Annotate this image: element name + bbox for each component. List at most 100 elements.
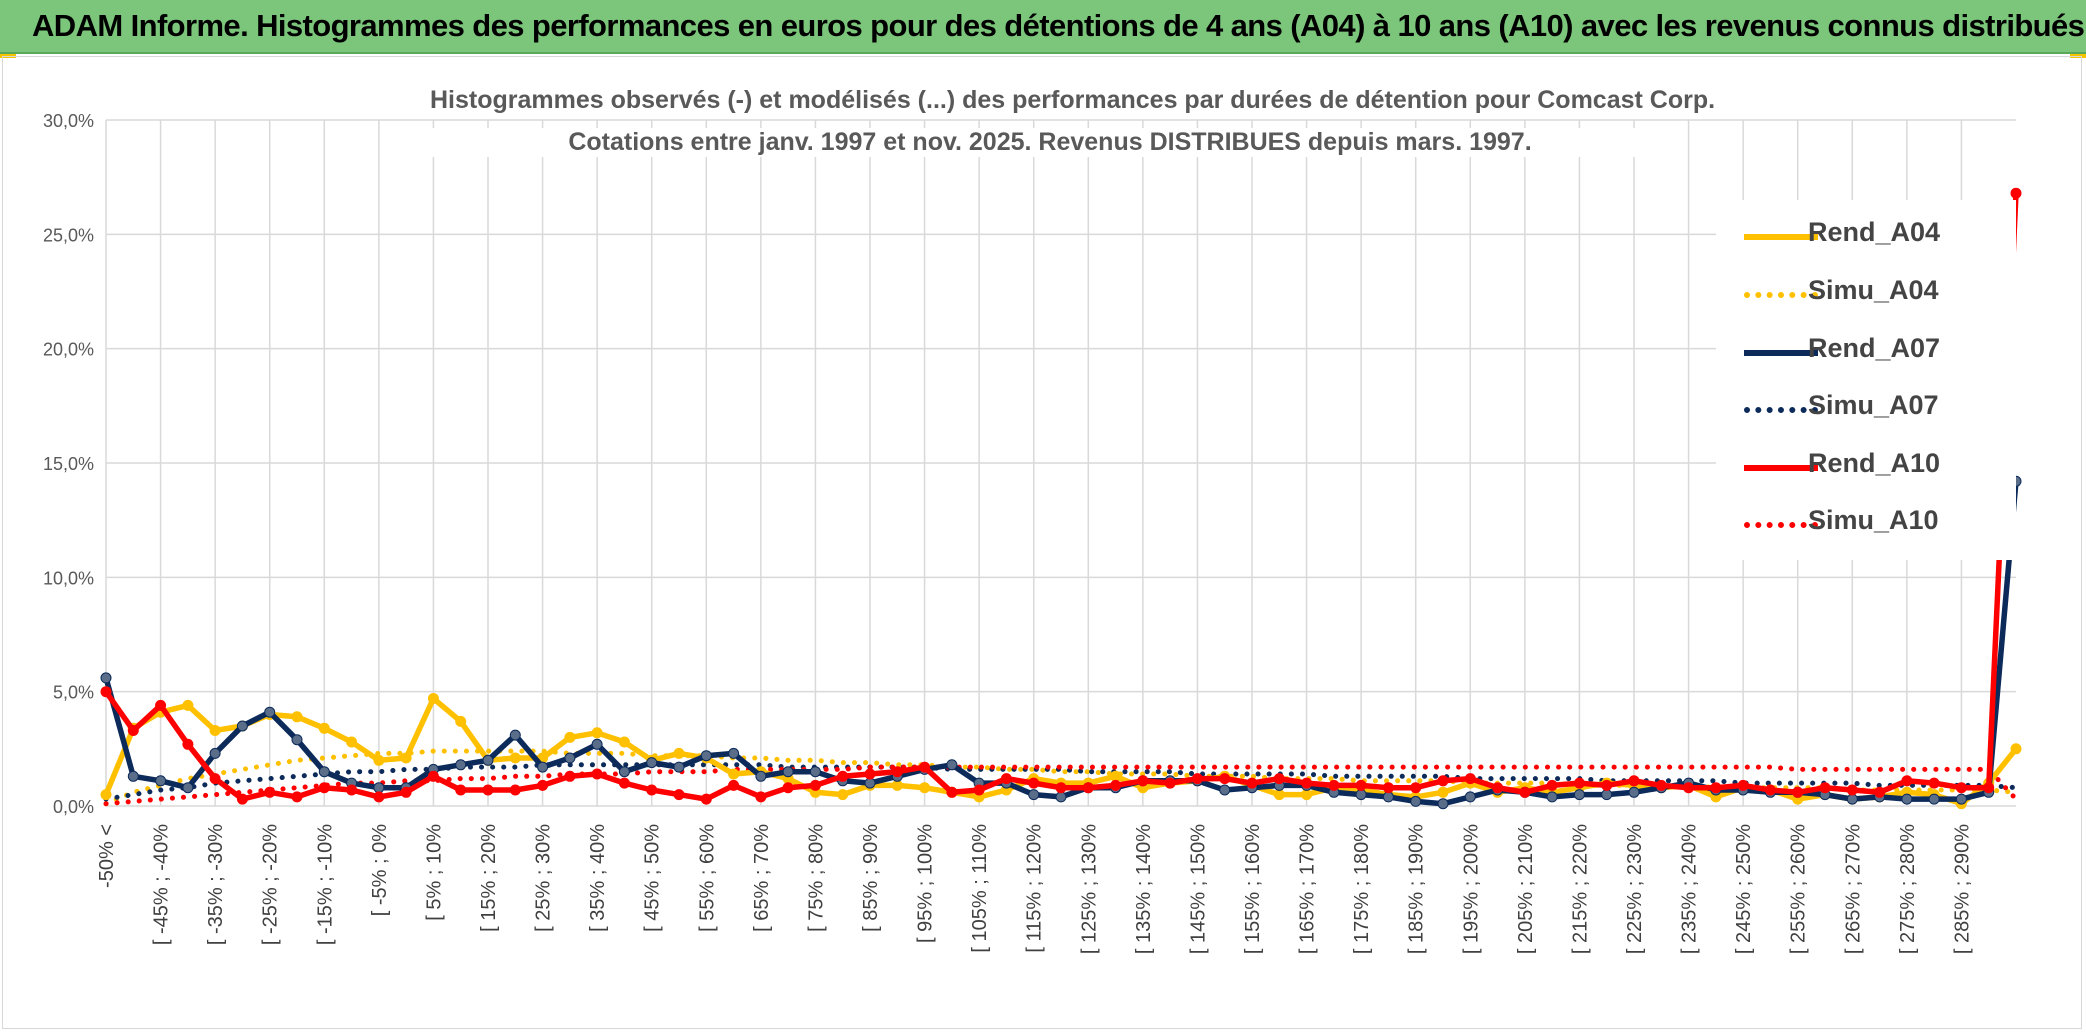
data-point-rend-a10 (1683, 782, 1695, 794)
data-point-rend-a10 (1028, 777, 1040, 789)
data-point-rend-a04 (1110, 770, 1122, 782)
data-point-rend-a07 (236, 720, 248, 732)
data-point-rend-a10 (1519, 786, 1531, 798)
data-point-rend-a04 (209, 725, 221, 736)
y-tick-label: 20,0% (43, 340, 94, 360)
chart-title-line1: Histogrammes observés (-) et modélisés (… (430, 86, 1716, 115)
data-point-rend-a10 (891, 766, 903, 778)
data-point-rend-a04 (1437, 786, 1449, 798)
x-tick-label: [ 145% ; 150% (1187, 824, 1209, 954)
legend-swatch-simu-a07 (1744, 407, 1818, 413)
data-point-rend-a10 (728, 779, 740, 791)
x-tick-label: [ 135% ; 140% (1133, 824, 1155, 954)
data-point-rend-a10 (1137, 775, 1149, 787)
data-point-rend-a04 (1273, 789, 1285, 801)
data-point-rend-a07 (946, 759, 958, 771)
legend-item-simu-a07: Simu_A07 (1716, 387, 2016, 427)
data-point-rend-a10 (1655, 779, 1667, 791)
data-point-rend-a04 (318, 722, 330, 734)
data-point-rend-a10 (537, 779, 549, 791)
y-tick-label: 25,0% (43, 225, 94, 245)
y-tick-label: 0,0% (53, 797, 94, 817)
legend-swatch-rend-a04 (1744, 234, 1818, 240)
data-point-rend-a10 (1928, 777, 1940, 789)
data-point-rend-a04 (2010, 743, 2022, 755)
x-tick-label: [ 65% ; 70% (751, 824, 773, 932)
data-point-rend-a07 (1955, 793, 1967, 805)
x-tick-label: [ 95% ; 100% (915, 824, 937, 943)
data-point-rend-a10 (1464, 773, 1476, 785)
data-point-rend-a10 (919, 761, 931, 773)
x-tick-label: [ -35% ; -30% (205, 824, 227, 945)
data-point-rend-a10 (1874, 786, 1886, 798)
x-tick-label: [ 205% ; 210% (1515, 824, 1537, 954)
data-point-rend-a07 (373, 782, 385, 794)
x-tick-label: [ 125% ; 130% (1078, 824, 1100, 954)
data-point-rend-a10 (700, 793, 712, 805)
data-point-rend-a10 (837, 770, 849, 782)
legend-label-simu-a10: Simu_A10 (1808, 505, 1939, 535)
data-point-rend-a10 (1328, 779, 1340, 791)
data-point-rend-a10 (1573, 777, 1585, 789)
data-point-rend-a07 (755, 770, 767, 782)
data-point-rend-a07 (1464, 791, 1476, 803)
legend-label-simu-a07: Simu_A07 (1808, 390, 1939, 420)
data-point-rend-a07 (264, 706, 276, 718)
data-point-rend-a10 (1355, 779, 1367, 791)
data-point-rend-a10 (400, 786, 412, 798)
legend-item-simu-a04: Simu_A04 (1716, 272, 2016, 312)
data-point-rend-a10 (509, 784, 521, 796)
data-point-rend-a10 (1410, 782, 1422, 794)
data-point-rend-a10 (209, 773, 221, 785)
data-point-rend-a07 (318, 766, 330, 778)
x-tick-label: [ 175% ; 180% (1351, 824, 1373, 954)
data-point-rend-a10 (1846, 784, 1858, 796)
x-tick-label: [ 265% ; 270% (1842, 824, 1864, 954)
data-point-rend-a10 (1819, 782, 1831, 794)
data-point-rend-a07 (509, 729, 521, 741)
legend-swatch-rend-a07 (1744, 350, 1818, 356)
x-tick-label: [ 225% ; 230% (1624, 824, 1646, 954)
legend-label-rend-a10: Rend_A10 (1808, 448, 1941, 478)
data-point-rend-a07 (482, 754, 494, 766)
data-point-rend-a10 (318, 782, 330, 794)
data-point-rend-a10 (155, 699, 167, 711)
legend-item-simu-a10: Simu_A10 (1716, 502, 2016, 542)
data-point-rend-a07 (291, 734, 303, 746)
data-point-rend-a10 (373, 791, 385, 803)
x-tick-label: [ 5% ; 10% (423, 824, 445, 921)
data-point-rend-a10 (1628, 775, 1640, 787)
data-point-rend-a07 (1382, 791, 1394, 803)
y-tick-label: 10,0% (43, 568, 94, 588)
data-point-rend-a10 (1437, 775, 1449, 787)
data-point-rend-a10 (1901, 775, 1913, 787)
chart-legend: Rend_A04 Simu_A04 Rend_A07 Simu_A07 Rend… (1716, 200, 2016, 560)
data-point-rend-a10 (864, 768, 876, 780)
data-point-rend-a04 (346, 736, 358, 748)
data-point-rend-a07 (728, 747, 740, 759)
legend-label-simu-a04: Simu_A04 (1808, 275, 1939, 305)
page-title: ADAM Informe. Histogrammes des performan… (32, 8, 2085, 43)
data-point-rend-a10 (2010, 187, 2022, 199)
data-point-rend-a07 (782, 766, 794, 778)
data-point-rend-a07 (1601, 789, 1613, 801)
data-point-rend-a04 (509, 752, 521, 764)
data-point-rend-a10 (1792, 786, 1804, 798)
data-point-rend-a07 (646, 757, 658, 769)
legend-label-rend-a04: Rend_A04 (1808, 217, 1941, 247)
data-point-rend-a07 (673, 761, 685, 773)
data-point-rend-a07 (591, 738, 603, 750)
x-tick-label: [ 165% ; 170% (1297, 824, 1319, 954)
data-point-rend-a07 (1901, 793, 1913, 805)
data-point-rend-a10 (455, 784, 467, 796)
data-point-rend-a04 (673, 747, 685, 759)
data-point-rend-a10 (782, 782, 794, 794)
data-point-rend-a10 (618, 777, 630, 789)
data-point-rend-a10 (1191, 773, 1203, 785)
data-point-rend-a10 (291, 791, 303, 803)
data-point-rend-a10 (1301, 777, 1313, 789)
data-point-rend-a10 (946, 786, 958, 798)
data-point-rend-a04 (591, 727, 603, 739)
y-tick-label: 15,0% (43, 454, 94, 474)
data-point-rend-a07 (182, 782, 194, 794)
